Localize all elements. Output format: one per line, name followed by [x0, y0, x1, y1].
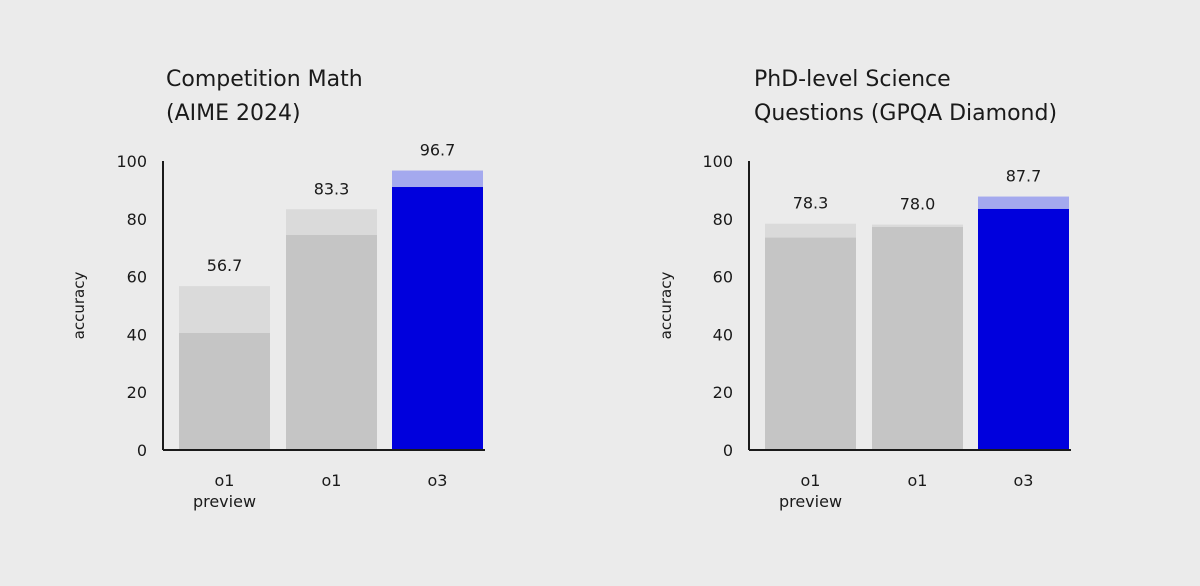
y-tick-label: 100 — [702, 152, 733, 171]
bar-top-segment — [179, 286, 270, 333]
x-category-label: o1 — [908, 471, 928, 490]
y-tick-label: 80 — [713, 210, 733, 229]
y-tick-label: 0 — [137, 441, 147, 460]
bar-top-segment — [872, 224, 963, 227]
y-tick-label: 80 — [127, 210, 147, 229]
chart-title-line: Competition Math — [166, 67, 363, 92]
bar-top-segment — [392, 170, 483, 188]
x-category-label: o1 — [322, 471, 342, 490]
bar-base-segment — [765, 237, 856, 450]
bar-base-segment — [392, 187, 483, 450]
y-axis-label: accuracy — [657, 272, 675, 340]
chart-2: PhD-level Science Questions (GPQA Diamond… — [657, 67, 1071, 511]
bar-value-label: 56.7 — [207, 256, 243, 275]
bar-value-label: 96.7 — [420, 141, 456, 160]
bar-base-segment — [872, 226, 963, 450]
bar-base-segment — [286, 234, 377, 450]
chart-title-line: (AIME 2024) — [166, 101, 301, 126]
x-category-label: preview — [779, 492, 842, 511]
y-tick-label: 0 — [723, 441, 733, 460]
x-category-label: o3 — [1014, 471, 1034, 490]
bar-top-segment — [978, 196, 1069, 209]
bar-value-label: 78.3 — [793, 194, 829, 213]
y-tick-label: 20 — [127, 383, 147, 402]
bar-top-segment — [286, 209, 377, 235]
bar-value-label: 87.7 — [1006, 167, 1042, 186]
y-tick-label: 40 — [713, 325, 733, 344]
bar-value-label: 83.3 — [314, 179, 350, 198]
y-tick-label: 60 — [713, 268, 733, 287]
y-tick-label: 40 — [127, 325, 147, 344]
chart-title-line: PhD-level Science — [754, 67, 951, 92]
x-category-label: preview — [193, 492, 256, 511]
bar-value-label: 78.0 — [900, 195, 936, 214]
y-tick-label: 20 — [713, 383, 733, 402]
y-tick-label: 100 — [116, 152, 147, 171]
bar-top-segment — [765, 223, 856, 238]
bar-base-segment — [179, 332, 270, 450]
bar-base-segment — [978, 208, 1069, 450]
x-category-label: o1 — [215, 471, 235, 490]
x-category-label: o3 — [428, 471, 448, 490]
y-tick-label: 60 — [127, 268, 147, 287]
x-category-label: o1 — [801, 471, 821, 490]
chart-title-line: Questions (GPQA Diamond) — [754, 101, 1057, 126]
chart-1: Competition Math (AIME 2024) accuracy 0 20 40… — [70, 67, 485, 511]
y-axis-label: accuracy — [70, 272, 88, 340]
